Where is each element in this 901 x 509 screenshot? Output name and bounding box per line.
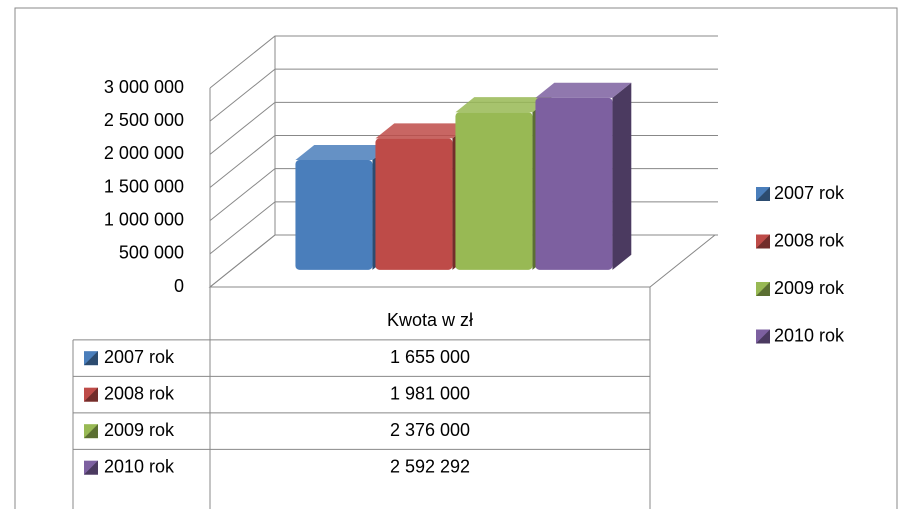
legend-marker-shade — [84, 424, 98, 439]
table-value: 2 376 000 — [390, 420, 470, 440]
bar-top — [295, 144, 392, 161]
bar-top — [455, 97, 552, 113]
grid-line — [209, 35, 718, 89]
table-value: 1 981 000 — [390, 383, 470, 403]
table-row-label: 2010 rok — [104, 456, 175, 476]
table-row-label: 2009 rok — [104, 420, 175, 440]
table-row-label: 2008 rok — [104, 383, 175, 403]
legend-marker-shade — [756, 187, 770, 201]
legend-marker-shade — [84, 351, 98, 366]
legend-marker-shade — [756, 282, 770, 296]
bar-top — [535, 82, 632, 98]
bar — [295, 160, 373, 270]
y-tick-label: 1 000 000 — [104, 209, 184, 229]
grid-line — [209, 68, 718, 122]
bar — [535, 97, 613, 270]
y-tick-label: 3 000 000 — [104, 77, 184, 97]
legend-label: 2009 rok — [774, 278, 845, 298]
legend-marker-shade — [84, 387, 98, 402]
bar-top — [375, 123, 472, 139]
y-tick-label: 500 000 — [119, 243, 184, 263]
legend-label: 2007 rok — [774, 183, 845, 203]
table-value: 1 655 000 — [390, 347, 470, 367]
bar — [455, 112, 533, 270]
legend-marker-shade — [84, 460, 98, 475]
legend-label: 2010 rok — [774, 325, 845, 345]
legend-marker-shade — [756, 329, 770, 344]
table-value: 2 592 292 — [390, 456, 470, 476]
bar-side — [612, 82, 632, 270]
legend-label: 2008 rok — [774, 230, 845, 250]
bar — [375, 138, 453, 270]
y-tick-label: 0 — [174, 276, 184, 296]
table-row-label: 2007 rok — [104, 347, 175, 367]
legend-marker-shade — [756, 234, 770, 249]
y-tick-label: 2 000 000 — [104, 143, 184, 163]
y-tick-label: 2 500 000 — [104, 110, 184, 130]
table-header: Kwota w zł — [387, 310, 473, 330]
y-tick-label: 1 500 000 — [104, 176, 184, 196]
